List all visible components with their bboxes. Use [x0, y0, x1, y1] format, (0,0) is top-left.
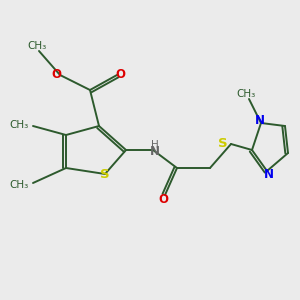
Text: O: O — [116, 68, 126, 82]
Text: N: N — [263, 168, 274, 181]
Text: CH₃: CH₃ — [9, 179, 28, 190]
Text: S: S — [218, 137, 228, 150]
Text: CH₃: CH₃ — [9, 119, 28, 130]
Text: H: H — [151, 140, 158, 150]
Text: CH₃: CH₃ — [236, 89, 256, 100]
Text: CH₃: CH₃ — [28, 41, 47, 52]
Text: O: O — [51, 68, 62, 82]
Text: O: O — [158, 193, 169, 206]
Text: S: S — [100, 168, 110, 181]
Text: N: N — [254, 113, 265, 127]
Text: N: N — [149, 145, 160, 158]
